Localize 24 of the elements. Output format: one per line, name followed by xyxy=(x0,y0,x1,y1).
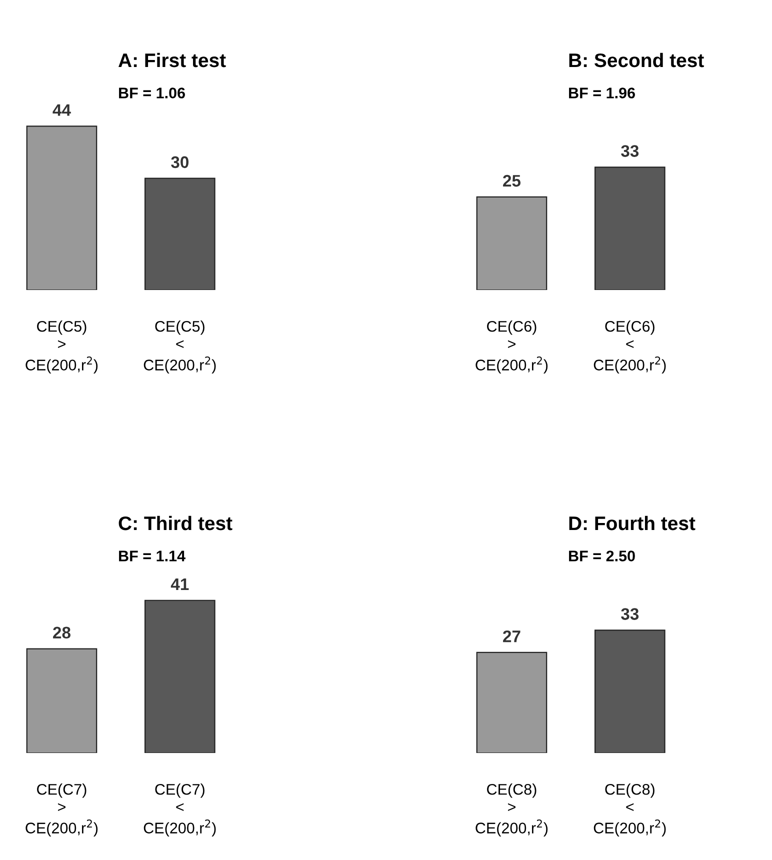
chart-title: D: Fourth test xyxy=(569,516,696,530)
chart-title: B: Second test xyxy=(569,52,704,68)
data-label: 25 xyxy=(503,174,521,187)
data-label: 28 xyxy=(53,626,70,639)
data-label: 33 xyxy=(621,145,639,157)
data-label: 44 xyxy=(52,104,71,116)
x-tick-label: CE(C7) > CE(200,r$^{2}$) xyxy=(26,784,98,836)
x-tick-label: CE(C6) > CE(200,r$^{2}$) xyxy=(476,320,548,374)
chart-subtitle: BF = 1.06 xyxy=(119,88,185,98)
chart-title: A: First test xyxy=(118,52,226,68)
x-tick-label: CE(C5) > CE(200,r$^{2}$) xyxy=(26,320,98,374)
data-label: 41 xyxy=(170,578,189,590)
x-tick-label: CE(C8) < CE(200,r$^{2}$) xyxy=(594,784,666,836)
x-tick-label: CE(C8) > CE(200,r$^{2}$) xyxy=(476,784,548,836)
chart-title: C: Third test xyxy=(118,516,232,530)
x-tick-label: CE(C6) < CE(200,r$^{2}$) xyxy=(594,320,666,374)
data-label: 27 xyxy=(503,630,520,642)
chart-subtitle: BF = 1.96 xyxy=(569,88,635,98)
data-label: 30 xyxy=(171,156,188,168)
chart-subtitle: BF = 1.14 xyxy=(119,550,186,562)
data-label: 33 xyxy=(621,608,639,620)
chart-subtitle: BF = 2.50 xyxy=(569,550,635,562)
x-tick-label: CE(C7) < CE(200,r$^{2}$) xyxy=(144,784,216,836)
x-tick-label: CE(C5) < CE(200,r$^{2}$) xyxy=(144,320,216,374)
